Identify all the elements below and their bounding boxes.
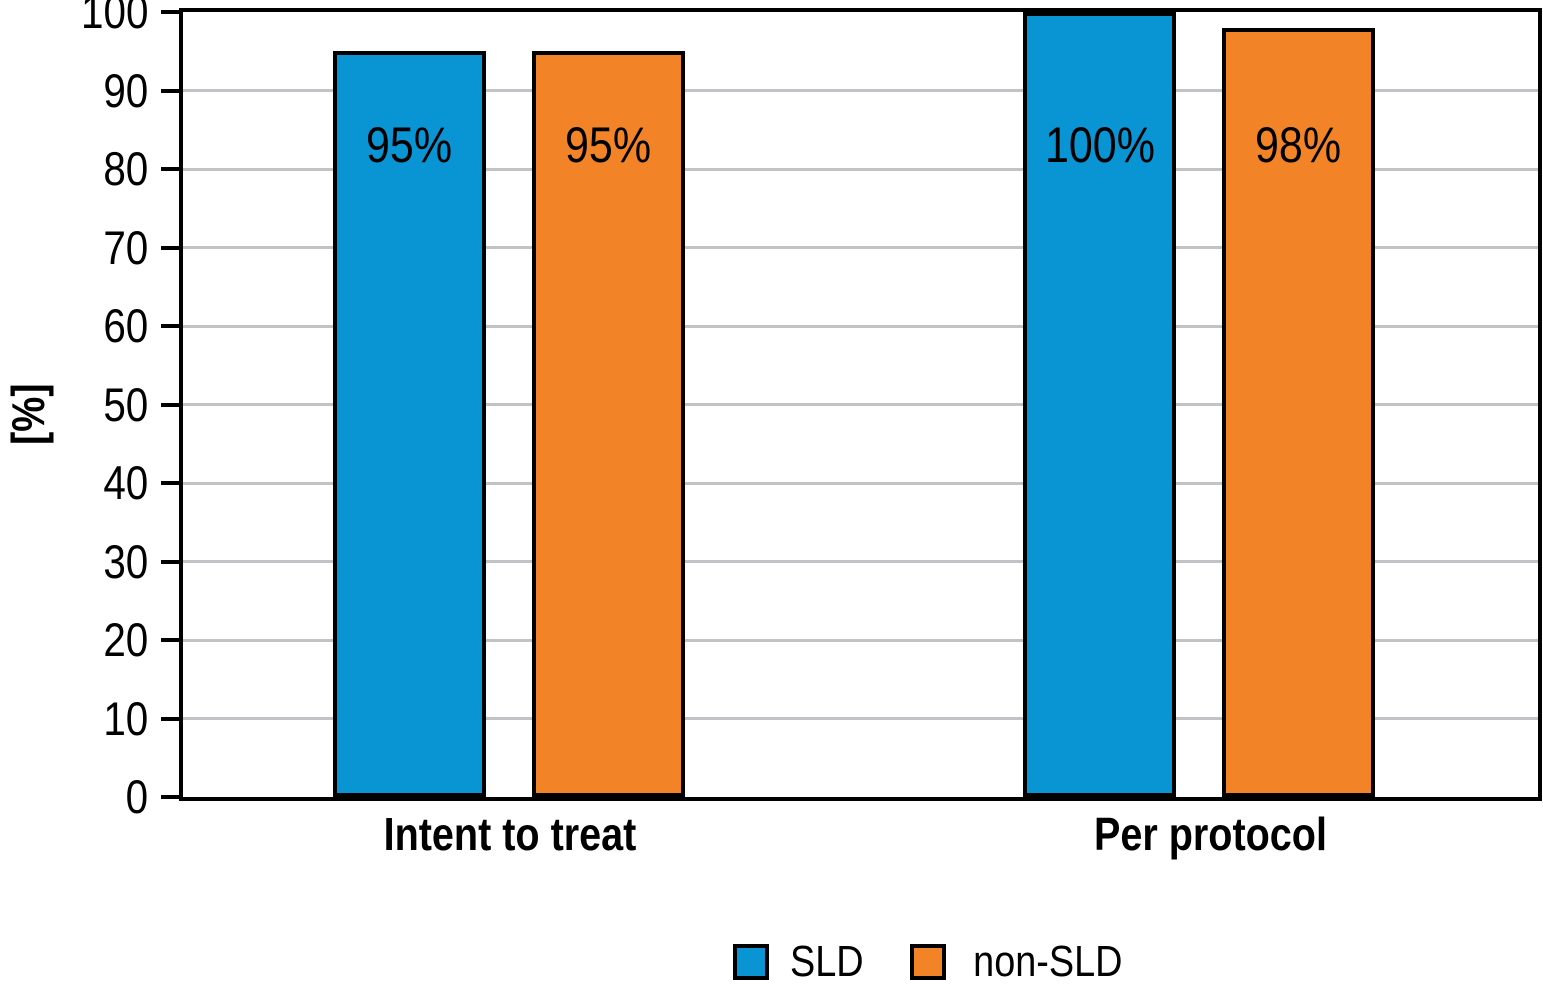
bar-value-label-non-sld-intent-to-treat: 95%: [532, 118, 685, 172]
legend-text: non-SLD: [972, 937, 1123, 986]
y-axis-tick-label: 100: [28, 0, 148, 37]
y-axis-tick-label: 90: [28, 63, 148, 117]
bar-value-text: 100%: [1044, 117, 1155, 173]
y-axis-tick: [161, 559, 183, 564]
y-axis-tick-label: 20: [28, 615, 148, 665]
y-axis-tick: [161, 716, 183, 721]
y-axis-tick: [161, 481, 183, 485]
bar-sld-intent-to-treat: [333, 51, 486, 797]
legend: SLD non-SLD: [733, 936, 1134, 988]
y-axis-tick-label: 60: [28, 301, 148, 351]
gridline: [183, 638, 1538, 642]
y-axis-tick: [161, 88, 183, 93]
y-axis-tick: [161, 324, 183, 328]
y-axis-tick: [161, 245, 183, 250]
gridline: [183, 246, 1538, 249]
bar-value-label-non-sld-per-protocol: 98%: [1222, 118, 1375, 172]
y-axis-tick-text: 40: [103, 456, 148, 509]
y-axis-tick-text: 20: [103, 613, 148, 666]
y-axis-tick: [161, 10, 183, 14]
plot-area: 95% 95% 100% 98% 0 10 20 30 40 50 60 70 80 90 100: [81, 0, 1542, 822]
bar-value-text: 95%: [366, 117, 453, 173]
y-axis-tick: [161, 402, 183, 407]
y-axis-tick-label: 40: [28, 458, 148, 508]
y-axis-tick-text: 30: [103, 534, 148, 588]
gridline: [183, 717, 1538, 720]
y-axis-tick-label: 10: [28, 691, 148, 745]
gridline: [183, 481, 1538, 485]
legend-label-sld: SLD: [784, 936, 870, 988]
bar-value-text: 95%: [565, 117, 652, 173]
legend-item-sld: SLD: [733, 936, 870, 988]
gridline: [183, 403, 1538, 406]
y-axis-tick-label: 0: [28, 772, 148, 822]
bar-non-sld-intent-to-treat: [532, 51, 685, 797]
bar-sld-per-protocol: [1023, 12, 1176, 797]
bar-value-text: 98%: [1255, 117, 1342, 173]
x-category-text: Per protocol: [1093, 808, 1327, 860]
y-axis-tick-text: 10: [103, 691, 148, 745]
y-axis-tick-label: 80: [28, 144, 148, 194]
y-axis-tick-text: 0: [125, 770, 148, 823]
legend-text: SLD: [789, 937, 864, 986]
legend-item-non-sld: non-SLD: [909, 936, 1135, 988]
legend-swatch-sld: [733, 944, 769, 980]
bar-non-sld-per-protocol: [1222, 27, 1375, 797]
y-axis-tick-text: 80: [103, 142, 148, 195]
x-category-text: Intent to treat: [383, 808, 637, 860]
y-axis-tick-text: 100: [80, 0, 148, 38]
y-axis-tick: [161, 167, 183, 171]
y-axis-tick-text: 70: [103, 220, 148, 274]
bar-value-label-sld-intent-to-treat: 95%: [333, 118, 486, 172]
gridline: [183, 560, 1538, 563]
y-axis-tick: [161, 795, 183, 799]
y-axis-tick-text: 90: [103, 63, 148, 117]
gridline: [183, 167, 1538, 171]
y-axis-tick: [161, 638, 183, 642]
legend-label-non-sld: non-SLD: [961, 936, 1135, 988]
gridline: [183, 324, 1538, 328]
bar-value-label-sld-per-protocol: 100%: [1023, 118, 1176, 172]
gridline: [183, 89, 1538, 92]
x-category-label-per-protocol: Per protocol: [1000, 806, 1420, 862]
y-axis-tick-text: 60: [103, 299, 148, 352]
legend-swatch-non-sld: [909, 944, 946, 980]
y-axis-tick-label: 70: [28, 220, 148, 274]
y-axis-tick-text: 50: [103, 377, 148, 431]
x-category-label-intent-to-treat: Intent to treat: [300, 806, 720, 862]
y-axis-tick-label: 50: [28, 377, 148, 431]
y-axis-tick-label: 30: [28, 534, 148, 588]
